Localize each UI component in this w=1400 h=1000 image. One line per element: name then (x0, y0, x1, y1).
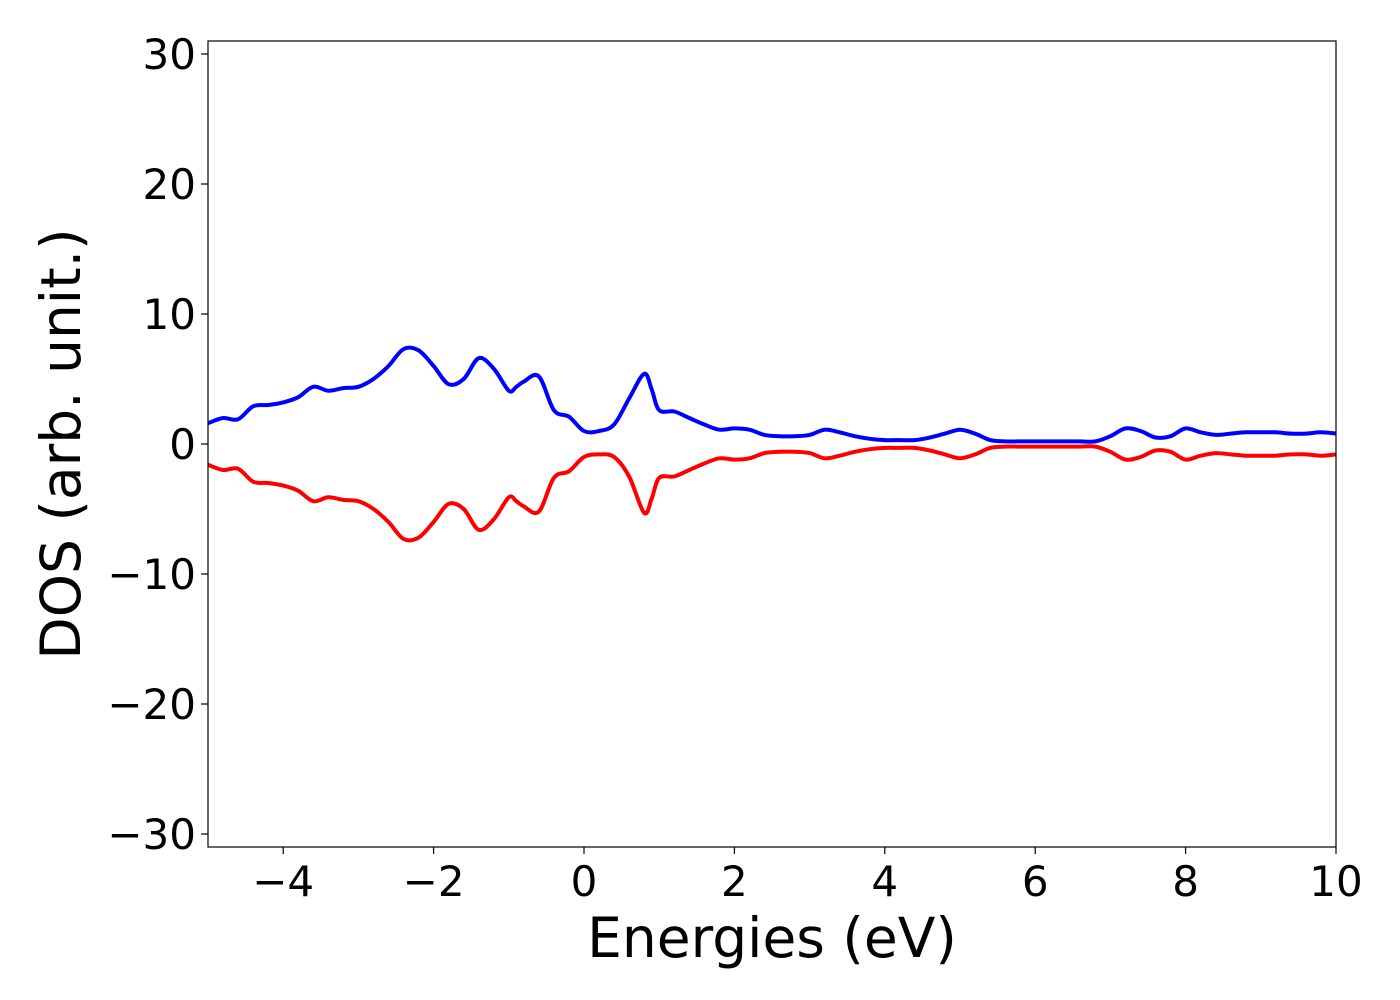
x-tick-label: 0 (571, 857, 598, 906)
plot-frame (207, 40, 1337, 848)
y-tick-label: 0 (169, 420, 196, 469)
y-tick-label: −30 (107, 810, 196, 859)
y-tick-label: 30 (143, 30, 196, 79)
x-tick-label: 8 (1172, 857, 1199, 906)
x-tick-label: 4 (871, 857, 898, 906)
x-tick-label: −4 (252, 857, 314, 906)
series-line-spin-down (208, 444, 1336, 543)
y-tick-label: −20 (107, 680, 196, 729)
y-tick-label: −10 (107, 550, 196, 599)
x-tick-label: 10 (1309, 857, 1362, 906)
x-tick-label: 2 (721, 857, 748, 906)
x-tick-label: −2 (403, 857, 465, 906)
series-layer (208, 345, 1336, 543)
y-axis-label: DOS (arb. unit.) (29, 228, 93, 659)
y-tick-label: 20 (143, 160, 196, 209)
x-tick-label: 6 (1022, 857, 1049, 906)
x-axis-label: Energies (eV) (587, 906, 957, 970)
series-line-spin-up (208, 345, 1336, 444)
y-tick-label: 10 (143, 290, 196, 339)
